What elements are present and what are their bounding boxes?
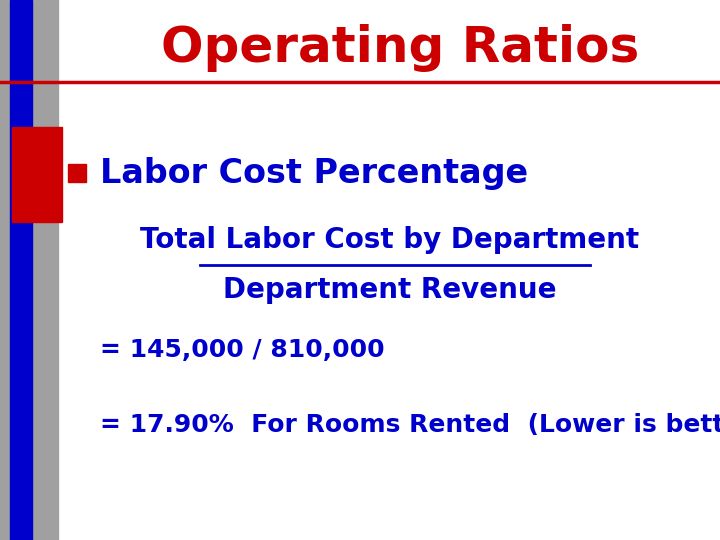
Text: Total Labor Cost by Department: Total Labor Cost by Department [140, 226, 639, 254]
Bar [10, 0, 32, 540]
Text: = 17.90%  For Rooms Rented  (Lower is better): = 17.90% For Rooms Rented (Lower is bett… [100, 413, 720, 437]
Bar [12, 127, 62, 222]
Bar [0, 0, 58, 540]
Bar [68, 164, 86, 182]
Text: Operating Ratios: Operating Ratios [161, 24, 639, 72]
Text: = 145,000 / 810,000: = 145,000 / 810,000 [100, 338, 384, 362]
Text: Labor Cost Percentage: Labor Cost Percentage [100, 157, 528, 190]
Text: Department Revenue: Department Revenue [223, 276, 557, 304]
